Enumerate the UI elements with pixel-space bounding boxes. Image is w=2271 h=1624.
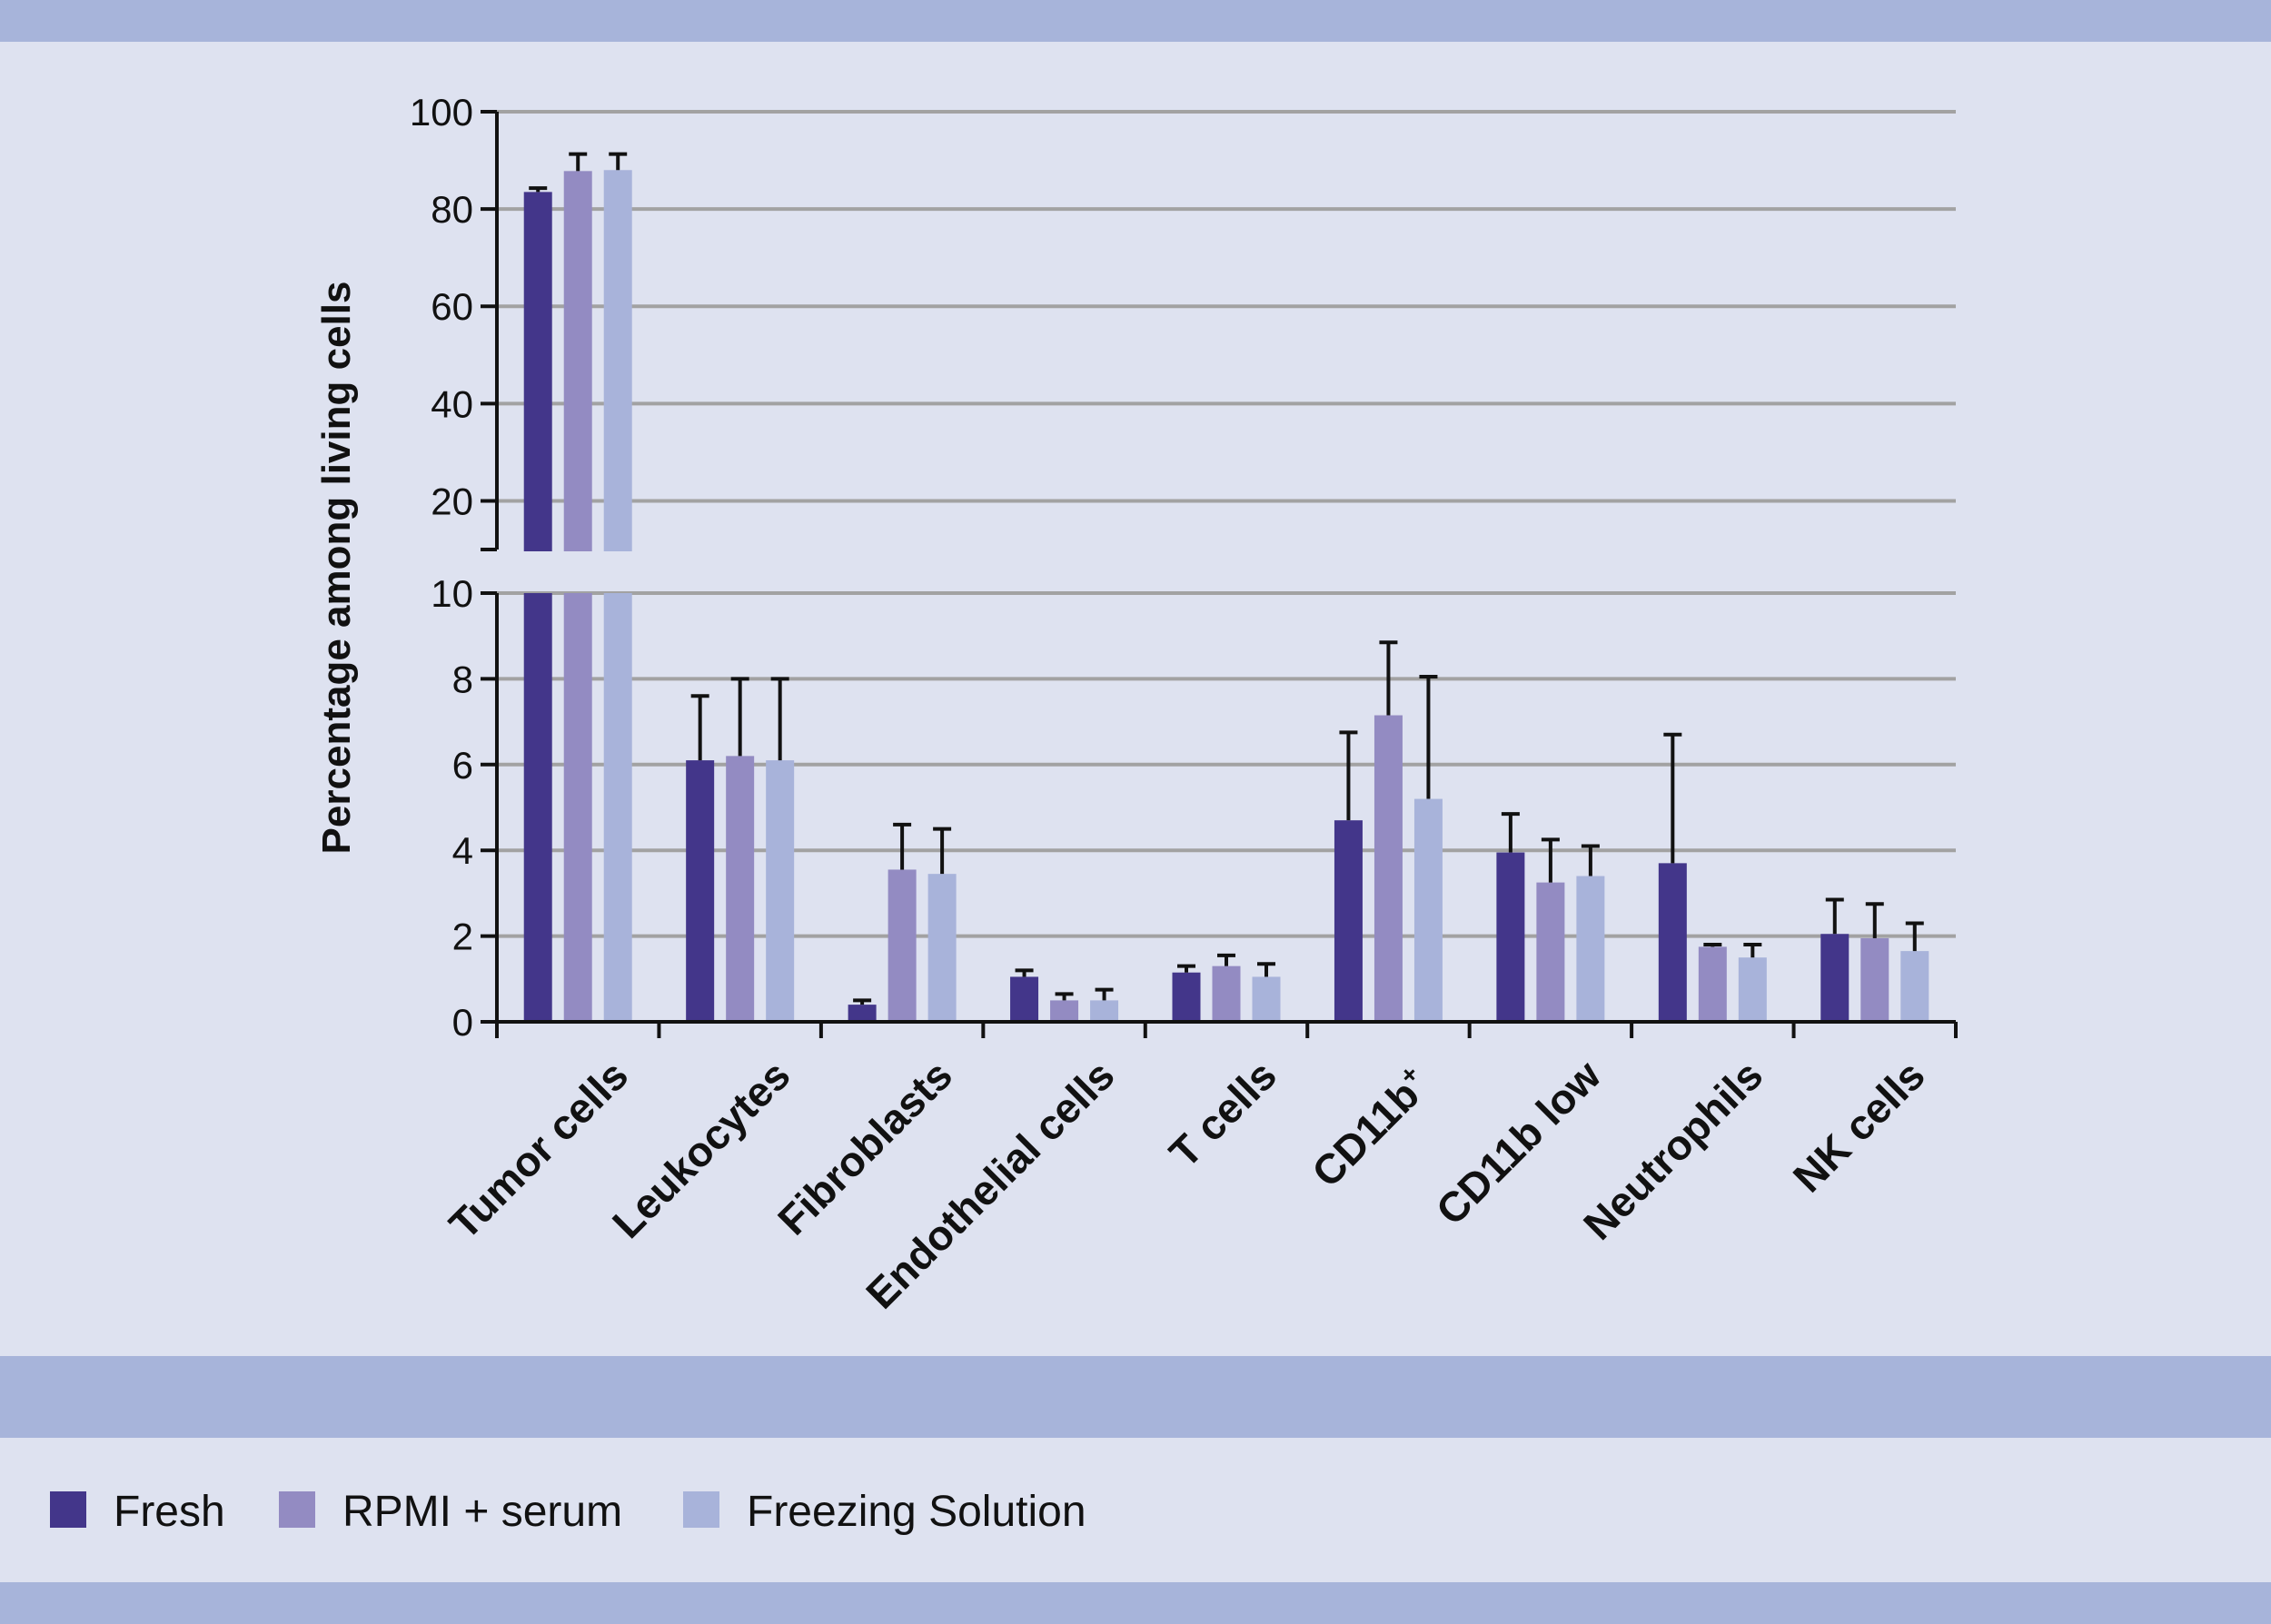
bar <box>848 1005 877 1022</box>
bar <box>1413 798 1443 1022</box>
middle-band <box>0 1356 2271 1438</box>
bar <box>1496 852 1525 1022</box>
bar <box>1010 976 1039 1022</box>
legend: Fresh RPMI + serum Freezing Solution <box>50 1488 1086 1536</box>
bar-lower-segment <box>603 593 632 1022</box>
legend-label: Freezing Solution <box>747 1488 1086 1536</box>
bar <box>1212 965 1241 1022</box>
legend-swatch <box>50 1491 86 1528</box>
bar <box>1050 1000 1079 1022</box>
bar <box>1738 957 1767 1022</box>
bar <box>1658 863 1687 1022</box>
y-tick-label: 20 <box>431 480 473 522</box>
bar <box>1698 946 1727 1022</box>
y-tick-label: 10 <box>431 572 473 615</box>
legend-label: Fresh <box>114 1488 225 1536</box>
bar <box>1334 820 1363 1022</box>
y-tick-label: 80 <box>431 188 473 231</box>
y-tick-label: 100 <box>410 91 473 134</box>
y-tick-label: 6 <box>452 744 473 787</box>
bar <box>1536 882 1565 1022</box>
bar <box>1252 976 1281 1022</box>
bar <box>1090 1000 1119 1022</box>
top-band <box>0 0 2271 42</box>
bar <box>686 760 715 1022</box>
bar-upper-segment <box>523 192 552 551</box>
bar <box>1820 934 1850 1022</box>
y-tick-label: 0 <box>452 1001 473 1044</box>
bar <box>726 756 755 1022</box>
bottom-band <box>0 1582 2271 1624</box>
legend-swatch <box>683 1491 719 1528</box>
y-tick-label: 4 <box>452 829 473 872</box>
bar-lower-segment <box>563 593 592 1022</box>
bar <box>1374 715 1403 1022</box>
y-tick-label: 2 <box>452 916 473 958</box>
y-axis-title: Percentage among living cells <box>314 282 359 855</box>
bar <box>1900 951 1929 1022</box>
bar <box>927 874 957 1022</box>
bar-upper-segment <box>603 170 632 551</box>
bar-upper-segment <box>563 171 592 552</box>
legend-label: RPMI + serum <box>342 1488 622 1536</box>
bar <box>1172 972 1201 1022</box>
y-tick-label: 8 <box>452 658 473 700</box>
bar <box>1860 937 1889 1022</box>
legend-swatch <box>279 1491 315 1528</box>
y-tick-label: 60 <box>431 285 473 328</box>
bar <box>1576 876 1605 1022</box>
y-tick-label: 40 <box>431 382 473 425</box>
bar <box>766 760 795 1022</box>
bar <box>888 869 917 1022</box>
bar-lower-segment <box>523 593 552 1022</box>
